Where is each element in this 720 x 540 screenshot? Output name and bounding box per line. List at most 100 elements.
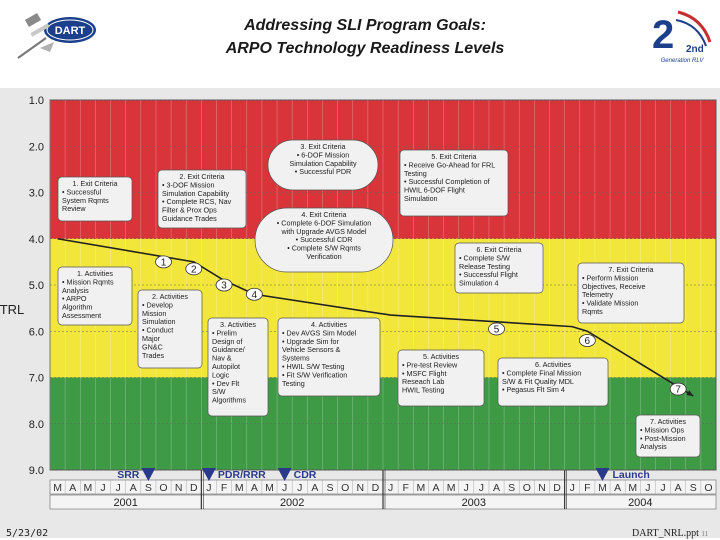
activities-box-7-line: Analysis [640, 442, 667, 451]
milestone-triangle [201, 468, 216, 481]
step-marker-label: 1 [161, 257, 167, 268]
timeline-month: S [145, 482, 152, 494]
exit-criteria-box-7-line: • Perform Mission [582, 273, 638, 282]
activities-box-4-line: • Upgrade Sim for [282, 337, 339, 346]
milestone-pdrrrr: PDR/RRR [201, 468, 266, 481]
exit-criteria-box-7-line: Objectives, Receive [582, 282, 646, 291]
activities-box-2-line: • Conduct [142, 326, 173, 335]
activities-box-4-line: Vehicle Sensors & [282, 345, 341, 354]
timeline-year-2004: 2004 [628, 497, 652, 509]
timeline-month: A [251, 482, 258, 494]
milestone-label: PDR/RRR [218, 469, 266, 481]
activities-box-1-line: Algorithm [62, 303, 92, 312]
footer-page-number: 11 [701, 530, 709, 538]
activities-box-3-line: Logic [212, 370, 230, 379]
timeline-month: J [570, 482, 575, 494]
milestone-label: SRR [117, 469, 140, 481]
milestone-triangle [277, 468, 292, 481]
activities-box-3-line: Nav & [212, 354, 232, 363]
activities-box-4-line: • Fit S/W Verification [282, 370, 347, 379]
activities-box-2-title: 2. Activities [152, 292, 188, 301]
exit-criteria-box-4: 4. Exit Criteria• Complete 6-DOF Simulat… [254, 207, 394, 273]
exit-criteria-box-1-title: 1. Exit Criteria [72, 179, 117, 188]
exit-criteria-box-6-line: Release Testing [459, 262, 510, 271]
step-marker-2: 2 [185, 262, 203, 275]
timeline-month: S [327, 482, 334, 494]
activities-box-3-line: Algorithms [212, 396, 246, 405]
timeline-month: M [598, 482, 607, 494]
exit-criteria-box-2-line: • Complete RCS, Nav [162, 197, 232, 206]
activities-box-3-line: Guidance/ [212, 345, 245, 354]
exit-criteria-box-3-line: • 6-DOF Mission [297, 150, 349, 159]
svg-text:2: 2 [652, 13, 674, 57]
activities-box-2: 2. Activities• DevelopMissionSimulation•… [137, 289, 203, 369]
trl-tick-7: 7.0 [29, 373, 44, 385]
step-marker-label: 5 [494, 324, 500, 335]
activities-box-2-line: Simulation [142, 317, 176, 326]
activities-box-3-line: • Dev Flt [212, 379, 239, 388]
timeline-month: J [100, 482, 105, 494]
activities-box-1-line: • ARPO [62, 294, 87, 303]
exit-criteria-box-5: 5. Exit Criteria• Receive Go-Ahead for F… [399, 149, 509, 217]
exit-criteria-box-6-line: • Successful Flight [459, 270, 518, 279]
milestone-srr: SRR [117, 468, 156, 481]
program-milestones: SRR PDR/RRR CDR Launch [117, 468, 650, 481]
step-marker-label: 3 [221, 281, 227, 292]
timeline-month: D [190, 482, 198, 494]
activities-box-5-line: • Pre-test Review [402, 360, 458, 369]
timeline-month: F [584, 482, 590, 494]
trl-tick-6: 6.0 [29, 326, 44, 338]
step-marker-7: 7 [669, 382, 687, 396]
timeline-month: O [523, 482, 531, 494]
milestone-label: Launch [612, 469, 649, 481]
activities-box-4-line: • Dev AVGS Sim Model [282, 328, 357, 337]
exit-criteria-box-5-line: • Successful Completion of [404, 177, 490, 186]
activities-box-6-line: • Pegasus Flt Sim 4 [502, 385, 565, 394]
timeline-month: A [614, 482, 621, 494]
exit-criteria-box-3-line: • Successful PDR [295, 167, 351, 176]
timeline-month: J [464, 482, 469, 494]
milestone-label: CDR [294, 469, 317, 481]
activities-box-2-line: Trades [142, 351, 165, 360]
step-marker-3: 3 [215, 278, 233, 292]
trl-step-markers: 1 2 3 4 5 6 7 [155, 255, 687, 396]
activities-box-3-line: Autopilot [212, 362, 240, 371]
exit-criteria-box-2-line: • 3-DOF Mission [162, 180, 214, 189]
activities-box-5-line: Reseach Lab [402, 377, 444, 386]
timeline-month: S [690, 482, 697, 494]
exit-criteria-box-5-title: 5. Exit Criteria [431, 152, 476, 161]
timeline-month: A [675, 482, 682, 494]
timeline-month: F [402, 482, 408, 494]
exit-criteria-box-4-line: Verification [306, 252, 341, 261]
exit-criteria-box-2-line: Guidance Trades [162, 214, 217, 223]
activities-box-7-title: 7. Activities [650, 417, 686, 426]
dart-logo: DART [17, 13, 96, 59]
activities-box-1-line: • Mission Rqmts [62, 277, 114, 286]
timeline-month: M [83, 482, 92, 494]
activities-box-1-line: Assessment [62, 311, 101, 320]
footer-document-id: DART_NRL.ppt 11 [632, 528, 708, 539]
timeline-month: O [341, 482, 349, 494]
step-marker-4: 4 [245, 287, 263, 301]
timeline-month: M [265, 482, 274, 494]
second-generation-rlv-logo: 2 2nd Generation RLV [652, 10, 712, 64]
title-line-2: ARPO Technology Readiness Levels [225, 40, 505, 57]
timeline-month: O [704, 482, 712, 494]
trl-tick-5: 5.0 [29, 280, 44, 292]
step-marker-label: 4 [252, 290, 258, 301]
activities-box-2-line: Mission [142, 309, 166, 318]
activities-box-2-line: Major [142, 334, 161, 343]
trl-axis-label: TRL [0, 302, 24, 317]
timeline-year-2003: 2003 [462, 497, 486, 509]
timeline-month: A [493, 482, 500, 494]
step-marker-label: 6 [585, 336, 591, 347]
activities-box-3-line: Design of [212, 337, 242, 346]
activities-box-4-title: 4. Activities [311, 320, 347, 329]
activities-box-4-line: Systems [282, 354, 310, 363]
milestone-cdr: CDR [277, 468, 317, 481]
timeline-year-2001: 2001 [113, 497, 137, 509]
timeline-month: A [69, 482, 76, 494]
activities-box-5: 5. Activities• Pre-test Review• MSFC Fli… [397, 349, 485, 407]
